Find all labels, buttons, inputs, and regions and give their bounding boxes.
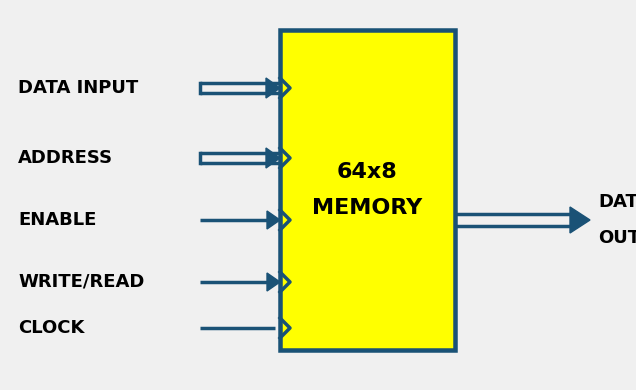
Polygon shape	[570, 207, 590, 233]
Polygon shape	[266, 78, 280, 98]
Polygon shape	[267, 273, 280, 291]
Text: 64x8: 64x8	[337, 162, 398, 182]
Text: MEMORY: MEMORY	[312, 198, 423, 218]
Bar	[280, 30, 455, 350]
Text: WRITE/READ: WRITE/READ	[18, 273, 144, 291]
Text: OUTPUT: OUTPUT	[598, 229, 636, 247]
Text: ADDRESS: ADDRESS	[18, 149, 113, 167]
Text: ENABLE: ENABLE	[18, 211, 97, 229]
Text: DATA: DATA	[598, 193, 636, 211]
Text: CLOCK: CLOCK	[18, 319, 85, 337]
Polygon shape	[267, 211, 280, 229]
Text: DATA INPUT: DATA INPUT	[18, 79, 138, 97]
Polygon shape	[266, 148, 280, 168]
